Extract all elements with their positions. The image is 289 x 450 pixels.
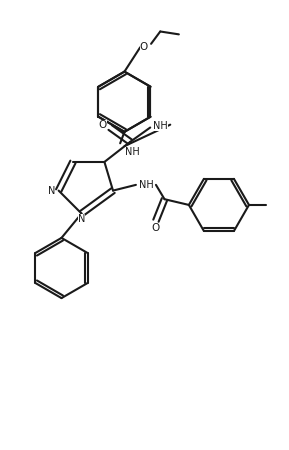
Text: N: N bbox=[48, 185, 55, 196]
Text: O: O bbox=[99, 120, 107, 130]
Text: O: O bbox=[152, 223, 160, 233]
Text: N: N bbox=[78, 214, 85, 224]
Text: NH: NH bbox=[125, 147, 140, 157]
Text: O: O bbox=[140, 42, 148, 52]
Text: NH: NH bbox=[153, 121, 168, 131]
Text: NH: NH bbox=[138, 180, 153, 190]
